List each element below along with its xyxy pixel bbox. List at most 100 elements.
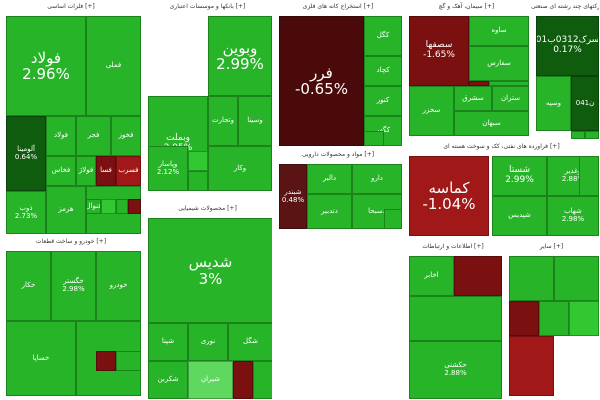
tile-sbhan[interactable]: سبهان [454, 111, 529, 136]
tile-dalbar[interactable]: دالبر [307, 164, 352, 194]
sector-invest: شرکتهای چند رشته ای صنعتی [+] سرک0312ب010… [530, 0, 600, 140]
tile-aghom-label: اخابر [424, 271, 439, 280]
tile-dtadbir[interactable]: دتدبیر [307, 194, 352, 229]
tile-oil-mini-a[interactable] [364, 131, 384, 146]
tile-vsepeh[interactable]: وسپه [536, 76, 571, 131]
tile-khodro[interactable]: خودرو [96, 251, 141, 321]
tile-vsepeh-label: وسپه [545, 98, 562, 107]
tile-fajar[interactable]: فجر [76, 116, 111, 156]
tile-darou-label: دارو [371, 174, 383, 183]
tile-auto-mini-a[interactable] [96, 351, 116, 371]
tile-tech-red[interactable] [454, 256, 502, 296]
tile-fasa[interactable]: فسا [96, 156, 116, 186]
sector-cement-title[interactable]: سیمان، آهک و گچ [+] [404, 1, 529, 12]
sector-banks-title[interactable]: بانکها و موسسات اعتباری [+] [143, 1, 272, 12]
tile-kmaneh[interactable]: کنور [364, 86, 402, 116]
tile-cement-mini-b[interactable] [489, 81, 529, 86]
tile-nory[interactable]: نوری [188, 323, 228, 361]
tile-invest-mini-b[interactable] [585, 131, 599, 139]
tile-vbmellat-label: وبملت [166, 132, 190, 143]
tile-misc-b[interactable] [554, 256, 599, 301]
tile-shapdis[interactable]: شپدیس [492, 196, 547, 236]
tile-khgostar[interactable]: خگستر 2.98% [51, 251, 96, 321]
tile-shgol[interactable]: شگل [228, 323, 272, 361]
tile-metal-mini-c[interactable] [128, 199, 141, 214]
tile-metal-mini-b[interactable] [116, 199, 128, 214]
tile-khekar[interactable]: خکار [6, 251, 51, 321]
tile-fooladi[interactable]: فولاژ [76, 156, 96, 186]
tile-bank-mini-a[interactable] [188, 151, 208, 171]
tile-bank-mini-b[interactable] [188, 171, 208, 191]
tile-shpna[interactable]: شپنا [148, 323, 188, 361]
tile-fakhas[interactable]: فخاس [46, 156, 76, 186]
tile-sarak[interactable]: سرک0312ب01 0.17% [536, 16, 599, 76]
tile-zob[interactable]: ذوب 2.73% [6, 191, 46, 234]
tile-tech-mini-a[interactable] [409, 296, 502, 341]
tile-cement-mini-a[interactable] [469, 81, 489, 86]
tile-sitel[interactable]: ساوه [469, 16, 529, 46]
tile-kagol[interactable]: کگل [364, 16, 402, 56]
tile-vbuyin[interactable]: وبوین 2.99% [208, 16, 272, 96]
tile-alomina[interactable]: آلومینا 0.64% [6, 116, 46, 191]
tile-metal-mini-a[interactable] [101, 199, 116, 214]
sector-misc-title[interactable]: سایر [+] [504, 241, 599, 252]
tile-petro-mini-b[interactable] [253, 361, 272, 399]
tile-misc-e[interactable] [569, 301, 599, 336]
tile-ssafaha[interactable]: سصفها -1.65% [409, 16, 469, 86]
tile-kharoos[interactable]: هرمز [46, 186, 86, 234]
tile-sakhazar[interactable]: سخزر [409, 86, 454, 136]
sector-refine-title[interactable]: فراورده های نفتی، کک و سوخت هسته ای [+] [404, 141, 599, 152]
tile-shiran[interactable]: شیران [188, 361, 233, 399]
tile-kchad[interactable]: کچاد [364, 56, 402, 86]
tile-dasval-label: دسبحا [368, 206, 386, 215]
sector-tech-title[interactable]: اطلاعات و ارتباطات [+] [404, 241, 502, 252]
tile-vsina[interactable]: وسینا [238, 96, 272, 146]
sector-auto-title[interactable]: خودرو و ساخت قطعات [+] [1, 236, 141, 247]
tile-fasoo[interactable]: فسرب [116, 156, 141, 186]
tile-sfars[interactable]: سفارس [469, 46, 529, 81]
tile-invest-mini-a[interactable] [571, 131, 585, 139]
tile-aghom[interactable]: اخابر [409, 256, 454, 296]
tile-shbandar[interactable]: شبندر 0.48% [279, 164, 307, 229]
tile-misc-c[interactable] [509, 301, 539, 336]
tile-chem-mini-a[interactable] [384, 209, 402, 229]
tile-vpasar[interactable]: وپاسار 2.12% [148, 146, 188, 191]
tile-shkarbon[interactable]: شکربن [148, 361, 188, 399]
tile-vtejarat[interactable]: وتجارت [208, 96, 238, 146]
tile-fakhooz[interactable]: فخوز [111, 116, 141, 156]
tile-hekashti[interactable]: حکشتی 2.88% [409, 341, 502, 399]
tile-sbhan-label: سبهان [482, 118, 501, 127]
sector-invest-title[interactable]: شرکتهای چند رشته ای صنعتی [+] [531, 1, 599, 12]
tile-petro-mini-a[interactable] [233, 361, 253, 399]
tile-darou[interactable]: دارو [352, 164, 402, 194]
tile-v041[interactable]: 041ن [571, 76, 599, 131]
sector-metals-title[interactable]: فلزات اساسی [+] [1, 1, 141, 12]
tile-refine-mini-a[interactable] [579, 156, 599, 196]
tile-fameli[interactable]: فملی [86, 16, 141, 116]
tile-kchad-label: کچاد [376, 66, 390, 75]
tile-sharg[interactable]: سشرق [454, 86, 492, 111]
tile-misc-d[interactable] [539, 301, 569, 336]
tile-shedis[interactable]: شدیس 3% [148, 218, 272, 323]
tile-sitel-label: ساوه [491, 26, 507, 35]
tile-auto-mini-b[interactable] [116, 351, 141, 371]
tile-misc-f[interactable] [509, 336, 554, 396]
tile-khekar-label: خکار [21, 281, 36, 290]
tile-shahab[interactable]: شهاب 2.98% [547, 196, 599, 236]
tile-foolad[interactable]: فولاد 2.96% [6, 16, 86, 116]
sector-petro-title[interactable]: محصولات شیمیایی [+] [143, 203, 272, 214]
tile-shasta[interactable]: شستا 2.99% [492, 156, 547, 196]
tile-stehran[interactable]: ستران [492, 86, 529, 111]
tile-fnov[interactable]: فنوال [86, 199, 101, 214]
tile-misc-a[interactable] [509, 256, 554, 301]
tile-kharaz[interactable]: خساپا [6, 321, 76, 396]
tile-farr[interactable]: فرر -0.65% [279, 16, 364, 146]
tile-foolad-small[interactable]: فولاد [46, 116, 76, 156]
tile-kamaseh[interactable]: کماسه -1.04% [409, 156, 489, 236]
tile-vkar[interactable]: وکار [208, 146, 272, 191]
tile-kagol-label: کگل [376, 31, 390, 40]
tile-nory-label: نوری [200, 337, 216, 346]
sector-chem-title[interactable]: مواد و محصولات دارویی [+] [274, 149, 402, 160]
sector-oil-title[interactable]: استخراج کانه های فلزی [+] [274, 1, 402, 12]
